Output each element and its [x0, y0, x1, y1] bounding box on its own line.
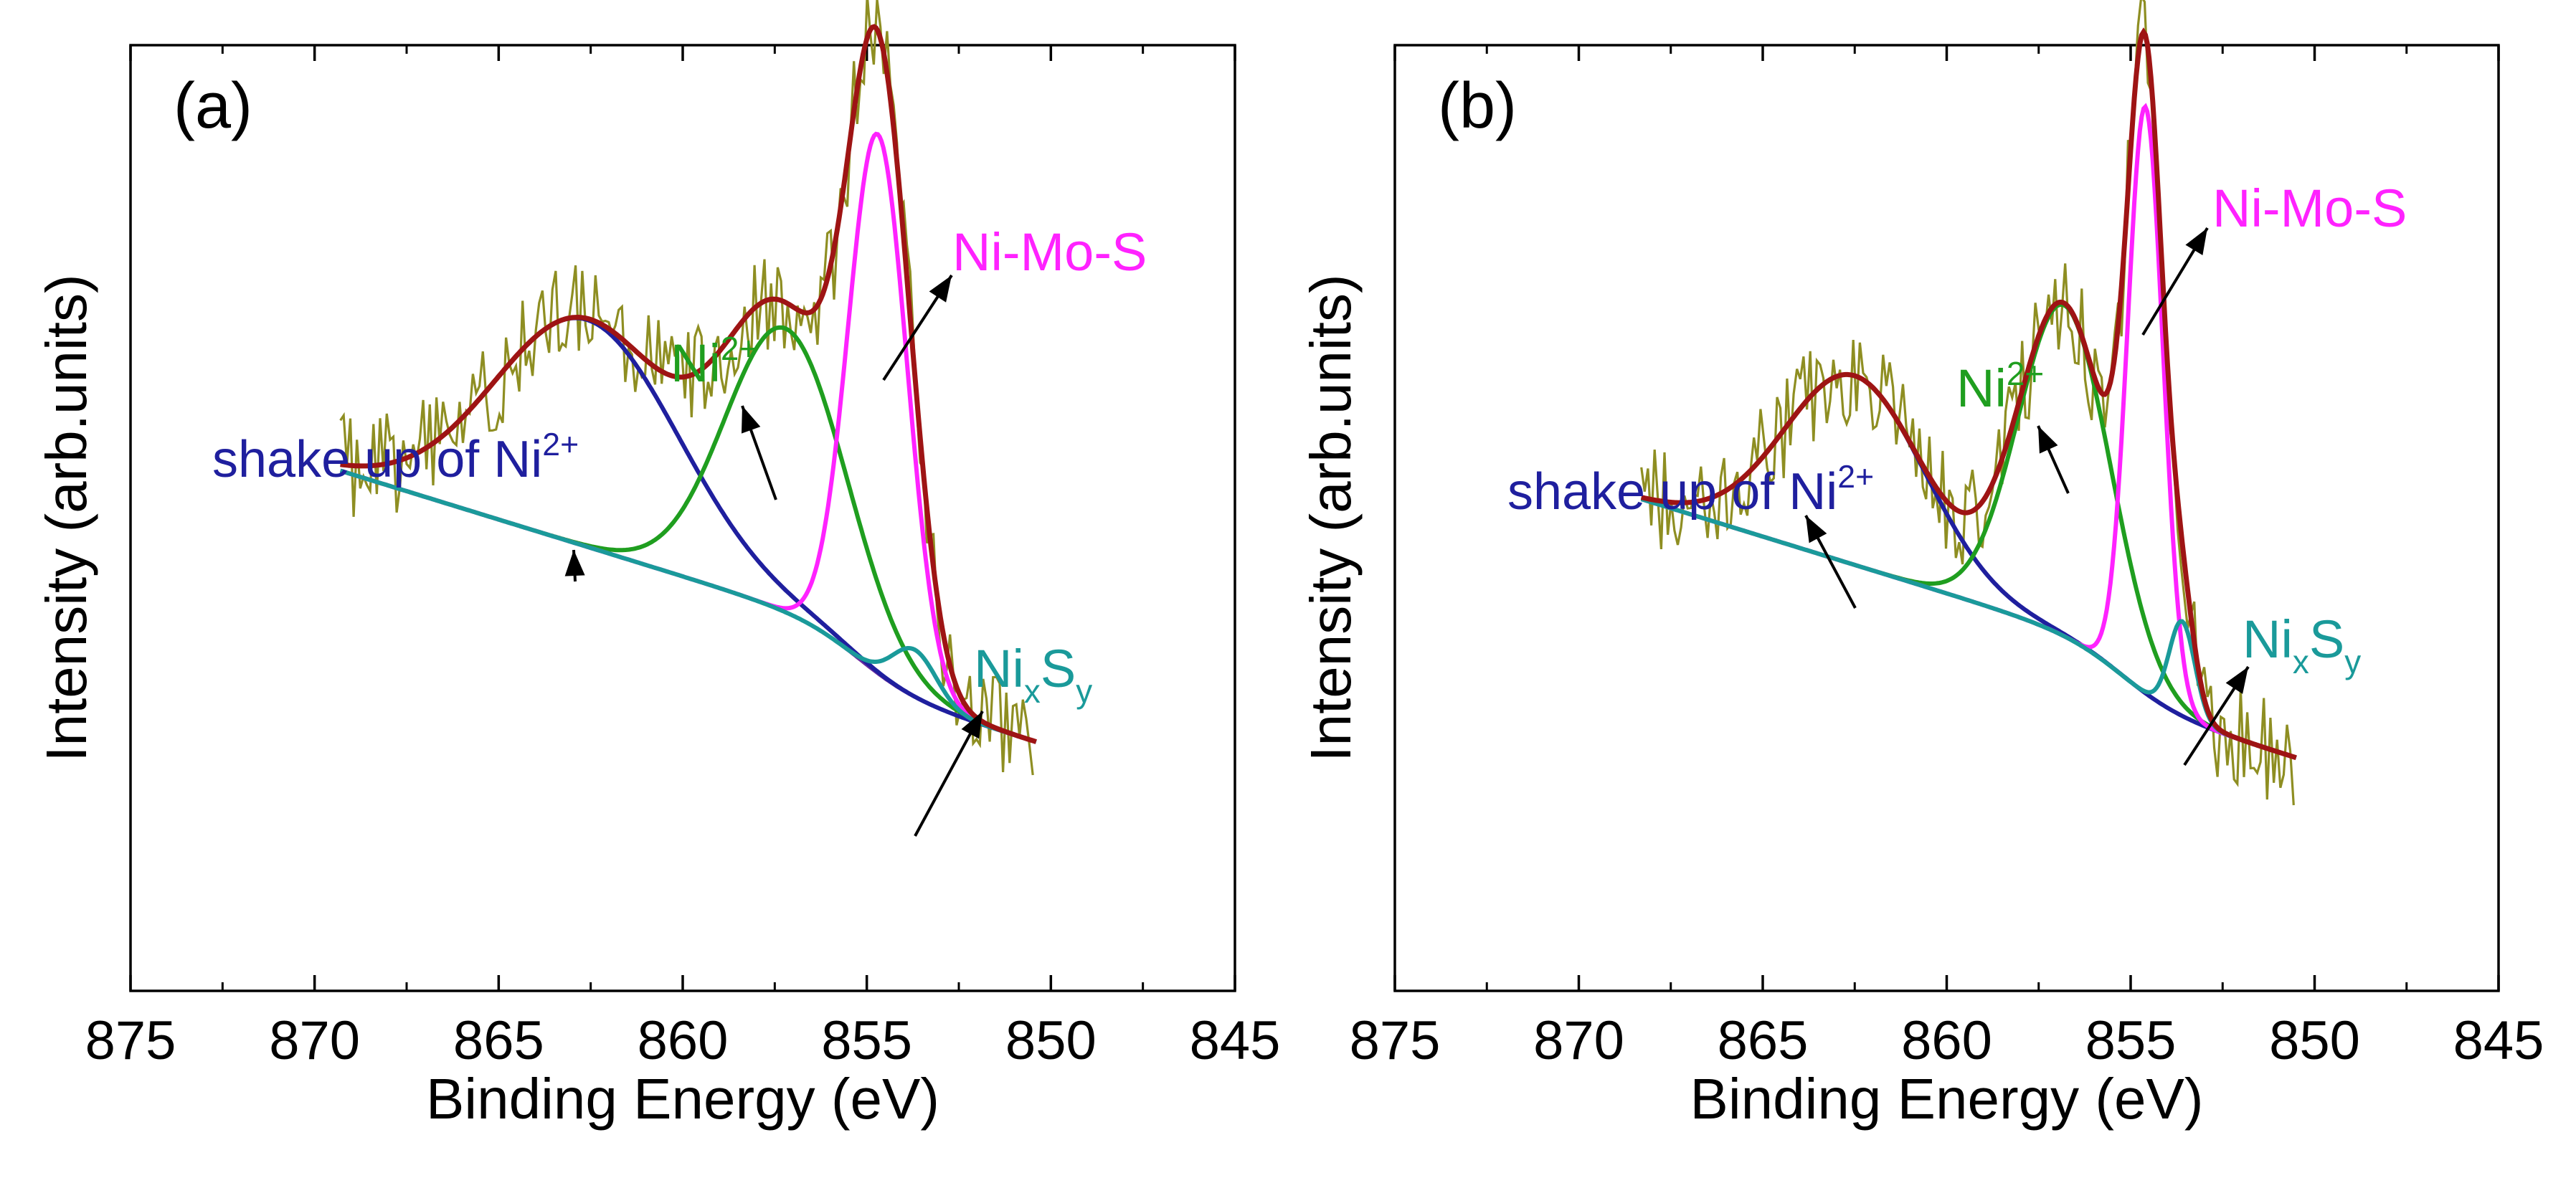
x-tick-label: 860 — [638, 1010, 729, 1071]
peak-label: Ni-Mo-S — [2212, 179, 2407, 238]
annotation-arrowhead — [741, 406, 761, 434]
peak-label-text: shake up of Ni — [1507, 463, 1837, 521]
peak-label-text: Ni — [974, 639, 1024, 698]
y-axis-label: Intensity (arb.units) — [1299, 274, 1363, 761]
panel-a: 875 870 865 860 855 850 845 Binding Energy (eV)… — [34, 0, 1280, 1131]
annotation-arrowhead — [2038, 426, 2058, 454]
peak-label-text: Ni — [671, 333, 721, 393]
panel-b: 875 870 865 860 855 850 845 Binding Energy (eV)… — [1299, 0, 2544, 1131]
annotation-arrowhead — [961, 711, 982, 739]
x-tick-label: 860 — [1901, 1010, 1992, 1071]
peak-label: NixSy — [974, 639, 1092, 710]
peak-nixsy — [1640, 497, 2297, 760]
x-tick-label: 870 — [269, 1010, 360, 1071]
peak-label-superscript: 2+ — [721, 330, 758, 367]
peak-label-text: S — [2309, 609, 2344, 669]
annotation-arrowhead — [564, 550, 585, 576]
peak-label-subscript: x — [2293, 643, 2309, 680]
x-tick-label: 865 — [453, 1010, 544, 1071]
x-tick-label: 850 — [1005, 1010, 1097, 1071]
peak-label-text: Ni — [2243, 609, 2293, 669]
x-axis-label: Binding Energy (eV) — [426, 1067, 939, 1131]
x-axis-label: Binding Energy (eV) — [1690, 1067, 2204, 1131]
raw-spectrum — [1640, 0, 2295, 806]
x-tick-label: 875 — [85, 1010, 176, 1071]
peak-nixsy — [339, 468, 1037, 744]
x-tick-label: 875 — [1350, 1010, 1441, 1071]
peak-label: Ni2+ — [1956, 355, 2044, 418]
peak-label: shake up of Ni2+ — [1507, 460, 1874, 521]
fit-envelope — [1640, 27, 2297, 761]
x-tick-label: 850 — [2269, 1010, 2360, 1071]
peak-label-subscript: x — [1024, 673, 1041, 710]
peak-label-superscript: 2+ — [542, 427, 579, 462]
peak-label: Ni2+ — [671, 330, 758, 393]
x-tick-label: 865 — [1718, 1010, 1809, 1071]
peak-label-superscript: 2+ — [1837, 460, 1874, 495]
panel-label: (a) — [174, 70, 252, 142]
peak-label-subscript: y — [2344, 643, 2361, 680]
x-tick-label: 845 — [1190, 1010, 1281, 1071]
peak-label-text: Ni-Mo-S — [2212, 179, 2407, 238]
peak-label: Ni-Mo-S — [952, 222, 1147, 282]
x-tick-label: 855 — [2085, 1010, 2177, 1071]
annotation-arrowhead — [1806, 516, 1827, 543]
peak-label: NixSy — [2243, 609, 2361, 680]
peak-label-text: Ni — [1956, 358, 2007, 418]
peak-label-text: Ni-Mo-S — [952, 222, 1147, 282]
peak-label-subscript: y — [1076, 673, 1092, 710]
annotation-arrowhead — [2225, 667, 2248, 694]
peak-label-text: shake up of Ni — [212, 431, 542, 488]
y-axis-label: Intensity (arb.units) — [34, 274, 98, 761]
annotation-arrowhead — [929, 275, 952, 303]
peak-label-superscript: 2+ — [2007, 355, 2044, 392]
x-tick-label: 845 — [2453, 1010, 2544, 1071]
annotation-arrowhead — [2185, 228, 2207, 256]
peak-label-text: S — [1041, 639, 1076, 698]
fit-envelope — [340, 24, 1037, 744]
panel-label: (b) — [1438, 70, 1517, 142]
peak-label: shake up of Ni2+ — [212, 427, 579, 488]
x-tick-label: 870 — [1533, 1010, 1624, 1071]
x-tick-label: 855 — [821, 1010, 912, 1071]
